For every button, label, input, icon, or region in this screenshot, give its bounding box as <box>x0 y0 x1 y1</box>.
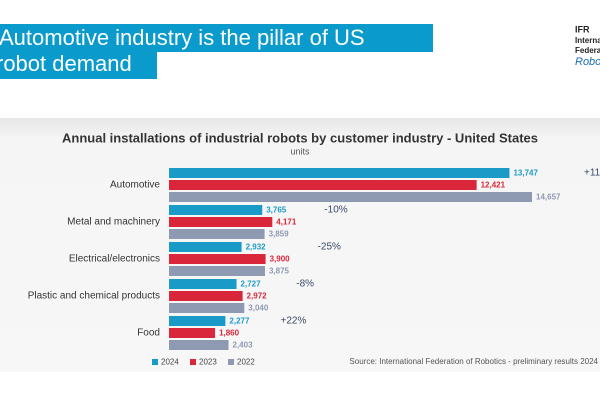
legend-swatch <box>228 359 234 365</box>
legend-swatch <box>152 359 158 365</box>
value-label: 4,171 <box>276 218 297 227</box>
category-label: Electrical/electronics <box>69 254 160 265</box>
legend-label: 2022 <box>237 358 255 367</box>
category-label: Automotive <box>110 180 160 191</box>
chart-subtitle: units <box>290 146 310 156</box>
legend-label: 2024 <box>161 358 179 367</box>
value-label: 1,860 <box>219 329 240 338</box>
slide-title: robot demand <box>0 51 132 76</box>
title-banner <box>0 52 157 79</box>
bar <box>169 303 245 313</box>
bar <box>169 340 229 350</box>
legend-swatch <box>190 359 196 365</box>
category-label: Food <box>137 328 160 339</box>
bar <box>169 205 263 215</box>
bar <box>169 279 237 289</box>
value-label: 2,277 <box>229 317 250 326</box>
value-label: 2,403 <box>233 341 254 350</box>
source-note: Source: International Federation of Robo… <box>349 357 598 366</box>
slide-title: Automotive industry is the pillar of US <box>0 25 365 50</box>
change-annotation: -25% <box>318 242 341 253</box>
value-label: 3,859 <box>269 230 290 239</box>
category-label: Metal and machinery <box>67 217 160 228</box>
bar <box>169 254 266 264</box>
change-annotation: +22% <box>281 316 307 327</box>
legend-label: 2023 <box>199 358 217 367</box>
bar <box>169 192 532 202</box>
logo-text: Robotics <box>575 56 600 68</box>
change-annotation: -8% <box>296 279 314 290</box>
bar <box>169 291 243 301</box>
change-annotation: +11% <box>584 168 600 179</box>
bar <box>169 229 265 239</box>
value-label: 3,040 <box>248 304 269 313</box>
category-label: Plastic and chemical products <box>28 291 160 302</box>
value-label: 2,932 <box>246 243 267 252</box>
logo-text: Federation of <box>575 46 600 55</box>
bar <box>169 217 273 227</box>
value-label: 13,747 <box>513 169 538 178</box>
value-label: 14,657 <box>536 193 561 202</box>
change-annotation: -10% <box>324 205 347 216</box>
bar <box>169 180 477 190</box>
value-label: 12,421 <box>481 181 506 190</box>
value-label: 3,765 <box>266 206 287 215</box>
bar <box>169 266 265 276</box>
value-label: 3,875 <box>269 267 290 276</box>
value-label: 3,900 <box>270 255 291 264</box>
logo-text: International <box>575 36 600 45</box>
chart-panel <box>0 118 600 372</box>
bar <box>169 168 510 178</box>
value-label: 2,972 <box>247 292 268 301</box>
bar <box>169 242 242 252</box>
logo-text: IFR <box>575 24 590 34</box>
value-label: 2,727 <box>241 280 262 289</box>
bar <box>169 328 216 338</box>
title-banner <box>0 24 433 52</box>
bar <box>169 316 226 326</box>
chart-title: Annual installations of industrial robot… <box>62 130 538 145</box>
